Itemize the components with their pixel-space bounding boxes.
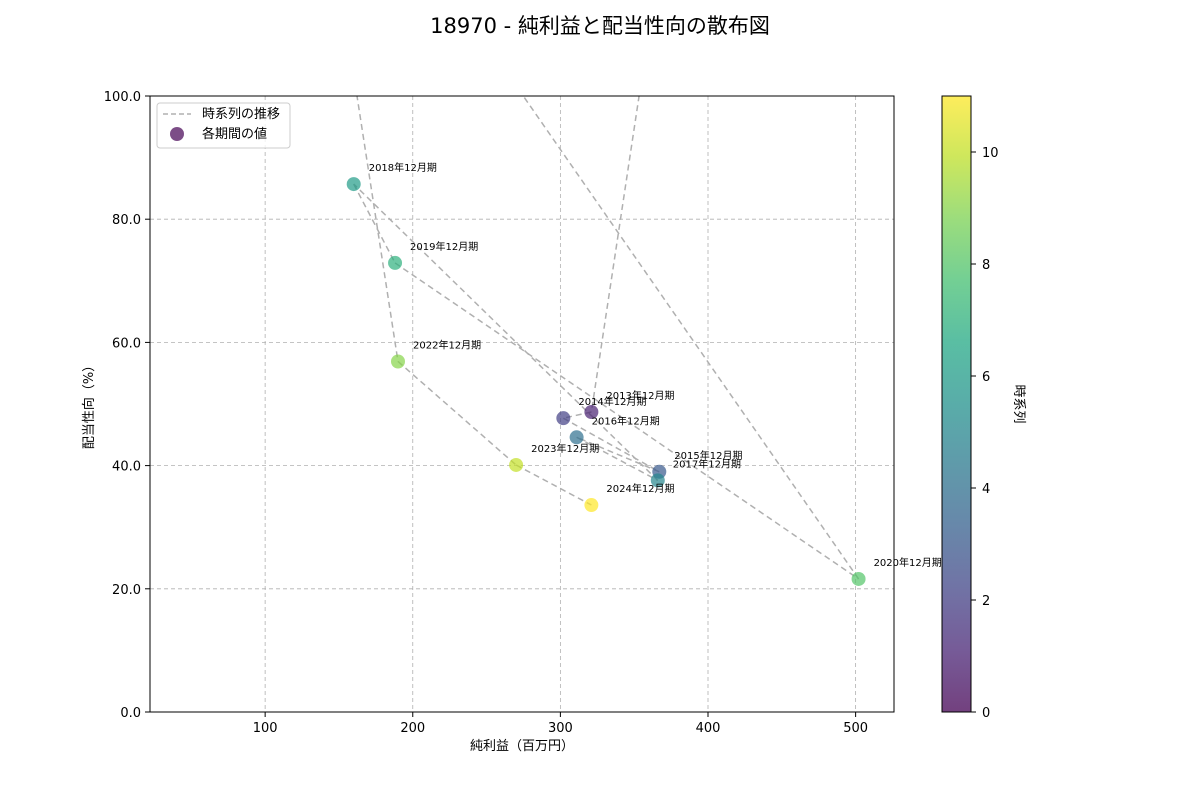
- colorbar-tick-label: 2: [982, 594, 990, 609]
- colorbar-ticks: 0 2 4 6 8 10: [971, 146, 999, 721]
- trend-segment: [353, 183, 659, 481]
- point-label: 2014年12月期: [578, 395, 646, 408]
- trend-segment: [394, 262, 859, 580]
- trend-segment: [522, 96, 860, 580]
- data-point: [388, 255, 403, 270]
- y-tick-label: 0.0: [120, 706, 141, 721]
- trend-segment: [397, 360, 517, 466]
- colorbar-gradient: [941, 95, 972, 713]
- point-label: 2020年12月期: [874, 556, 942, 569]
- point-label: 2017年12月期: [673, 457, 741, 470]
- colorbar-tick-label: 8: [982, 258, 990, 273]
- y-tick-label: 60.0: [112, 336, 141, 351]
- data-point: [584, 405, 599, 420]
- data-point: [650, 473, 665, 488]
- point-label: 2013年12月期: [606, 389, 674, 402]
- point-label: 2022年12月期: [413, 338, 481, 351]
- y-tick-label: 20.0: [112, 583, 141, 598]
- y-axis-ticks: 0.0 20.0 40.0 60.0 80.0 100.0: [104, 90, 150, 721]
- trend-segment: [576, 436, 659, 482]
- trend-segment: [576, 436, 660, 473]
- point-label: 2024年12月期: [606, 482, 674, 495]
- colorbar-tick-label: 0: [982, 706, 990, 721]
- point-label: 2019年12月期: [410, 240, 478, 253]
- x-tick-label: 500: [843, 721, 868, 736]
- point-label: 2015年12月期: [674, 449, 742, 462]
- x-axis-ticks: 100 200 300 400 500: [253, 712, 868, 736]
- data-point: [346, 177, 361, 192]
- trend-segment: [515, 464, 592, 506]
- legend: 時系列の推移 各期間の値: [156, 102, 291, 149]
- legend-point-marker: [170, 127, 184, 141]
- y-tick-label: 40.0: [112, 460, 141, 475]
- trend-segment: [353, 183, 396, 264]
- colorbar: 0 2 4 6 8 10 時系列: [941, 95, 1026, 721]
- x-tick-label: 400: [696, 721, 721, 736]
- plot-frame: [149, 95, 895, 713]
- legend-point-label: 各期間の値: [202, 126, 267, 142]
- trend-segment: [590, 96, 640, 413]
- y-axis-label: 配当性向（%）: [81, 359, 97, 449]
- legend-line-label: 時系列の推移: [202, 107, 280, 122]
- x-tick-label: 100: [253, 721, 278, 736]
- data-points: [346, 177, 866, 586]
- data-point: [391, 354, 405, 369]
- data-point: [556, 411, 571, 426]
- grid: [150, 95, 894, 713]
- data-point: [584, 498, 599, 513]
- data-point: [569, 430, 584, 445]
- chart-title: 18970 - 純利益と配当性向の散布図: [430, 14, 770, 38]
- colorbar-tick-label: 10: [982, 146, 999, 161]
- colorbar-tick-label: 4: [982, 482, 990, 497]
- y-tick-label: 100.0: [104, 90, 141, 105]
- colorbar-tick-label: 6: [982, 370, 990, 385]
- x-axis-label: 純利益（百万円）: [470, 739, 574, 754]
- trend-segment: [356, 96, 399, 362]
- data-point: [509, 457, 524, 472]
- x-tick-label: 300: [548, 721, 573, 736]
- point-label: 2016年12月期: [592, 414, 660, 427]
- point-label: 2018年12月期: [369, 161, 437, 174]
- trend-segment: [562, 417, 660, 473]
- data-point: [851, 571, 866, 586]
- trend-lines: [353, 96, 860, 580]
- point-label: 2023年12月期: [531, 442, 599, 455]
- y-tick-label: 80.0: [112, 213, 141, 228]
- x-tick-label: 200: [400, 721, 425, 736]
- colorbar-label: 時系列: [1011, 384, 1026, 423]
